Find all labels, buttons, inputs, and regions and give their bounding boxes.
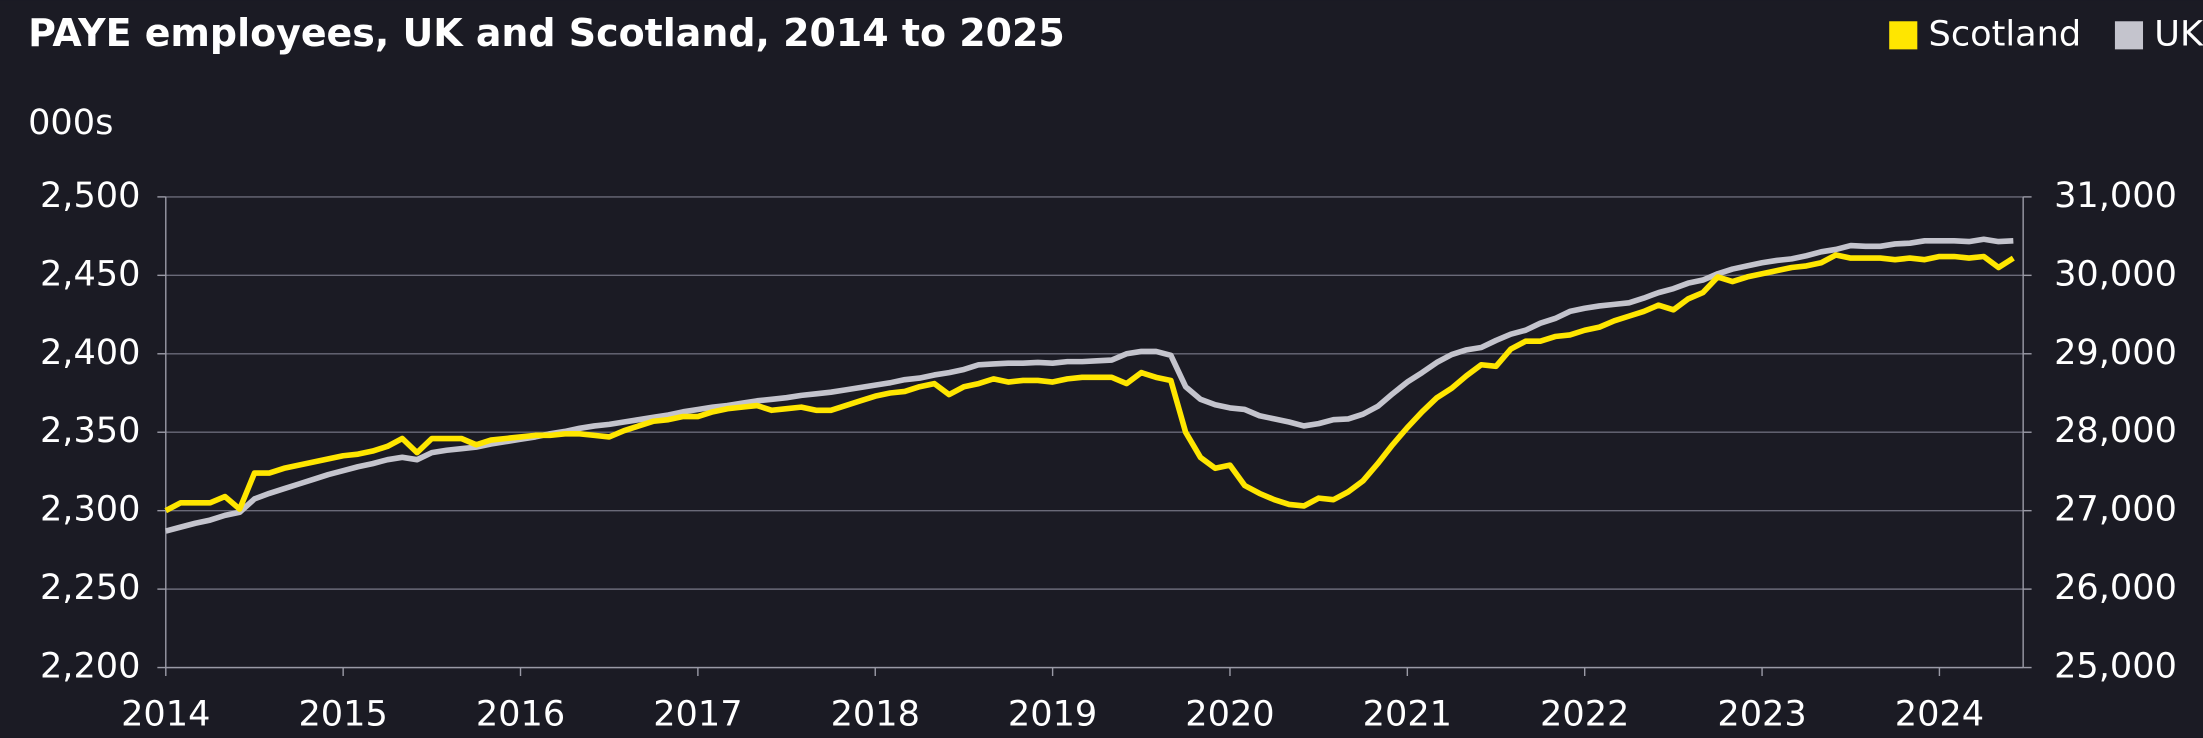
- x-tick-label: 2024: [1895, 693, 1984, 734]
- x-tick-label: 2014: [121, 693, 210, 734]
- y2-tick-label: 28,000: [2054, 410, 2177, 451]
- y-tick-label: 2,200: [40, 646, 141, 687]
- series-line: [165, 236, 2014, 534]
- legend-swatch: [2114, 21, 2144, 50]
- y2-tick-label: 25,000: [2054, 646, 2177, 687]
- x-tick-label: 2015: [298, 693, 387, 734]
- y-tick-label: 2,450: [40, 253, 141, 294]
- x-tick-label: 2020: [1185, 693, 1274, 734]
- y-tick-label: 2,400: [40, 332, 141, 373]
- y-tick-label: 2,350: [40, 410, 141, 451]
- x-tick-label: 2022: [1540, 693, 1629, 734]
- chart-title: PAYE employees, UK and Scotland, 2014 to…: [28, 11, 1065, 55]
- y2-tick-label: 27,000: [2054, 489, 2177, 530]
- y-tick-label: 2,300: [40, 489, 141, 530]
- x-tick-label: 2021: [1363, 693, 1452, 734]
- y-tick-label: 2,250: [40, 567, 141, 608]
- series-line: [164, 252, 2015, 514]
- legend-label: UK: [2154, 13, 2203, 54]
- y2-tick-label: 29,000: [2054, 332, 2177, 373]
- y2-tick-label: 31,000: [2054, 175, 2177, 216]
- x-tick-label: 2018: [831, 693, 920, 734]
- y2-tick-label: 26,000: [2054, 567, 2177, 608]
- x-tick-label: 2017: [653, 693, 742, 734]
- x-tick-label: 2019: [1008, 693, 1097, 734]
- legend-swatch: [1889, 21, 1918, 50]
- x-tick-label: 2023: [1717, 693, 1806, 734]
- x-tick-label: 2016: [476, 693, 565, 734]
- y-axis-label: 000s: [28, 102, 113, 143]
- legend-label: Scotland: [1929, 13, 2082, 54]
- y-tick-label: 2,500: [40, 175, 141, 216]
- y2-tick-label: 30,000: [2054, 253, 2177, 294]
